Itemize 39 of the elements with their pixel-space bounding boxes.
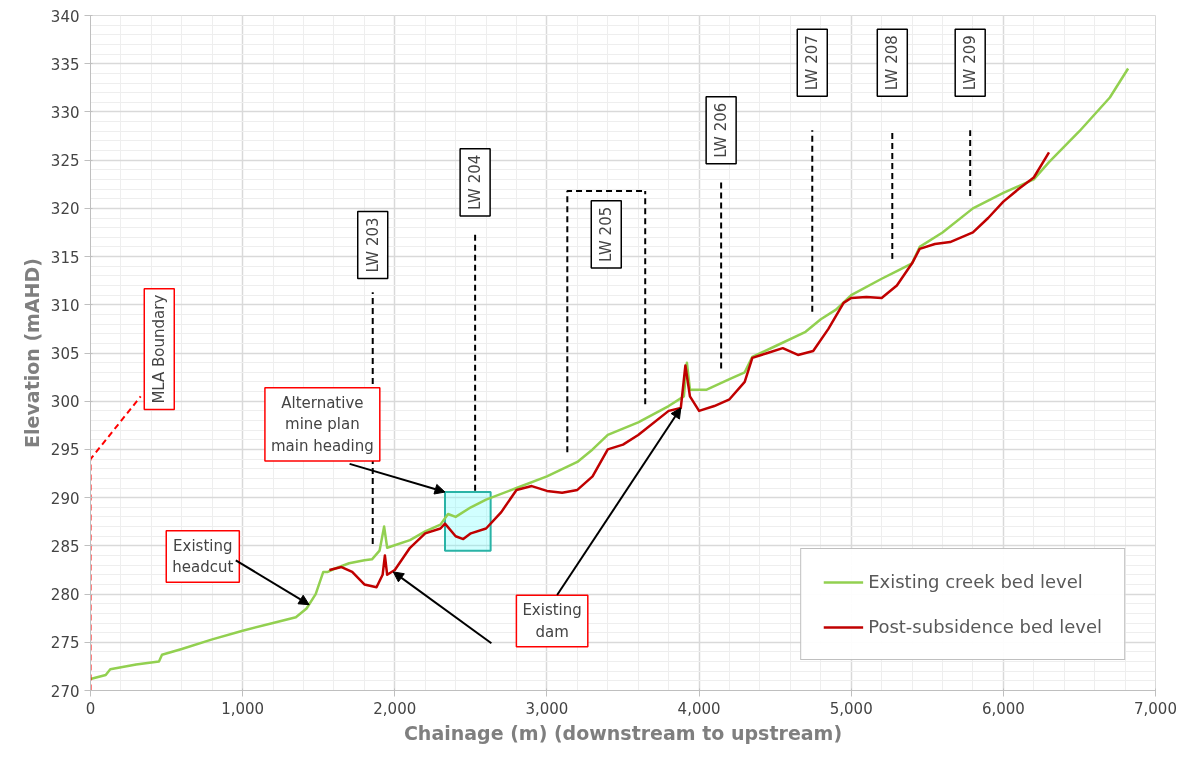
ref-line-label: LW 208: [883, 35, 902, 91]
legend-label: Existing creek bed level: [868, 571, 1083, 592]
annotation: Existing dam: [522, 601, 582, 641]
ref-line-label: LW 207: [803, 35, 822, 91]
ref-line-label: LW 203: [363, 217, 382, 273]
y-tick-label: 280: [50, 586, 80, 605]
y-tick-label: 275: [50, 634, 80, 653]
y-tick-label: 325: [50, 152, 80, 171]
x-tick-label: 1,000: [221, 699, 265, 718]
ref-line-label: LW 206: [712, 102, 731, 158]
ref-line-label: LW 204: [466, 154, 485, 210]
x-axis-title: Chainage (m) (downstream to upstream): [403, 721, 843, 744]
y-tick-label: 290: [50, 489, 80, 508]
x-tick-label: 6,000: [981, 699, 1025, 718]
band-label: Alternative mine plan main heading: [270, 393, 374, 455]
ref-line-label: LW 205: [597, 206, 616, 262]
x-tick-label: 2,000: [373, 699, 417, 718]
y-tick-label: 320: [50, 200, 80, 219]
ref-line-label: MLA Boundary: [150, 294, 169, 404]
y-tick-label: 305: [50, 345, 80, 363]
x-tick-label: 0: [85, 699, 96, 718]
y-axis-title: Elevation (mAHD): [20, 258, 43, 448]
y-tick-label: 285: [50, 537, 80, 556]
x-tick-label: 7,000: [1134, 699, 1177, 718]
legend-label: Post-subsidence bed level: [868, 616, 1102, 637]
y-tick-label: 330: [50, 103, 80, 122]
x-tick-label: 5,000: [829, 699, 873, 718]
y-tick-label: 295: [50, 441, 80, 460]
ref-line-label: LW 209: [961, 35, 980, 91]
line-series: [90, 67, 1130, 681]
x-tick-label: 3,000: [525, 699, 569, 718]
x-tick-label: 4,000: [677, 699, 721, 718]
y-tick-label: 270: [50, 682, 80, 701]
annotation: Existing headcut: [172, 536, 234, 577]
y-tick-label: 335: [50, 55, 80, 74]
y-tick-label: 315: [50, 248, 80, 267]
y-tick-label: 340: [50, 7, 80, 26]
y-tick-label: 310: [50, 296, 80, 315]
y-tick-label: 300: [50, 393, 80, 412]
